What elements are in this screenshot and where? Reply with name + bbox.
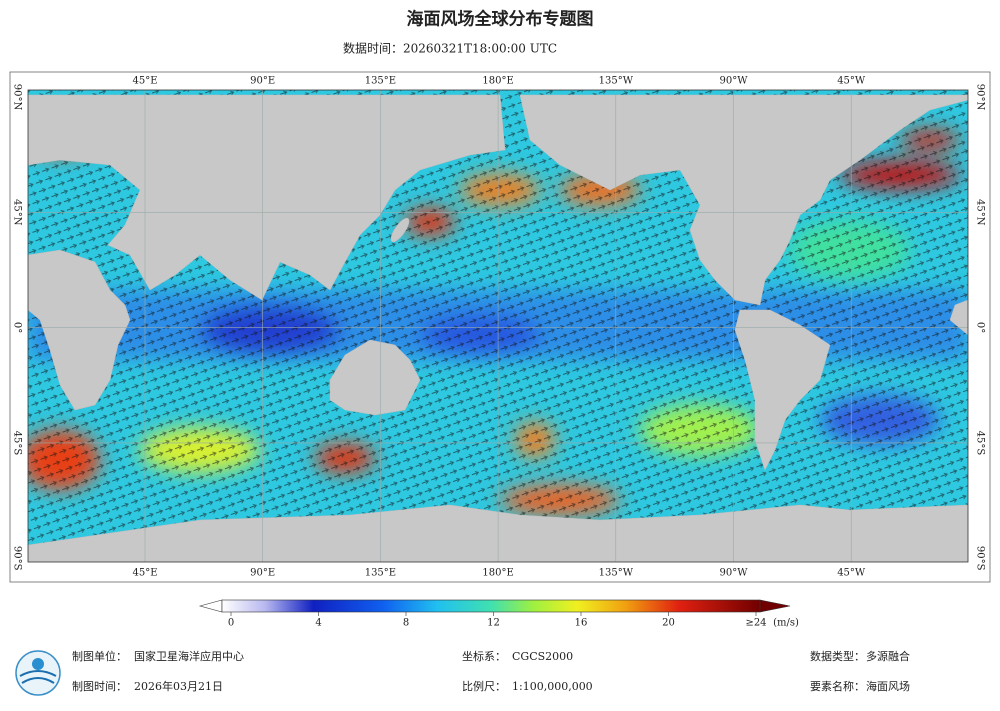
lon-label-top: 45°E bbox=[132, 76, 157, 87]
wind-field bbox=[28, 90, 968, 562]
lat-label-left: 90°S bbox=[12, 546, 23, 571]
map-outer-frame bbox=[9, 71, 991, 583]
graticule bbox=[28, 90, 968, 562]
lon-label-top: 90°W bbox=[719, 76, 748, 87]
title: 海面风场全球分布专题图 bbox=[407, 9, 594, 30]
footer-value: 1:100,000,000 bbox=[512, 680, 593, 693]
colorbar-tick-label: 12 bbox=[487, 618, 500, 629]
footer-value: 海面风场 bbox=[866, 679, 910, 693]
lat-label-left: 45°N bbox=[12, 199, 23, 226]
lat-label-right: 45°N bbox=[975, 199, 986, 226]
lon-label-bottom: 45°W bbox=[837, 568, 866, 579]
lon-label-bottom: 45°E bbox=[132, 568, 157, 579]
footer-label: 数据类型： bbox=[810, 649, 865, 663]
colorbar-tick-label: 16 bbox=[575, 618, 588, 629]
lon-label-top: 45°W bbox=[837, 76, 866, 87]
logo bbox=[15, 650, 61, 696]
map-frame bbox=[27, 89, 969, 563]
lon-label-bottom: 90°E bbox=[250, 568, 275, 579]
lat-label-right: 45°S bbox=[975, 431, 986, 456]
lat-label-right: 90°S bbox=[975, 546, 986, 571]
lon-label-top: 90°E bbox=[250, 76, 275, 87]
colorbar-tick-label: 8 bbox=[403, 618, 409, 629]
footer-value: 多源融合 bbox=[866, 649, 910, 663]
footer-label: 要素名称： bbox=[810, 679, 865, 693]
footer-label: 制图单位： bbox=[72, 649, 127, 663]
lon-label-bottom: 180°E bbox=[482, 568, 513, 579]
footer: 制图单位： 国家卫星海洋应用中心 坐标系： CGCS2000 数据类型： 多源融合制图时间… bbox=[72, 649, 910, 693]
lat-label-right: 90°N bbox=[975, 84, 986, 111]
lon-label-bottom: 135°W bbox=[599, 568, 634, 579]
colorbar-tick-label: 4 bbox=[315, 618, 321, 629]
footer-label: 比例尺： bbox=[462, 679, 506, 693]
lon-label-bottom: 135°E bbox=[365, 568, 396, 579]
lon-label-top: 180°E bbox=[482, 76, 513, 87]
footer-value: 国家卫星海洋应用中心 bbox=[134, 649, 244, 663]
colorbar-tick-label: 20 bbox=[662, 618, 675, 629]
lat-label-left: 45°S bbox=[12, 431, 23, 456]
subtitle: 数据时间：20260321T18:00:00 UTC bbox=[343, 41, 557, 56]
lon-label-top: 135°E bbox=[365, 76, 396, 87]
lon-label-bottom: 90°W bbox=[719, 568, 748, 579]
colorbar-low-arrow bbox=[198, 599, 223, 613]
lat-label-left: 0° bbox=[12, 322, 23, 333]
colorbar-tick-label: 0 bbox=[228, 618, 234, 629]
footer-value: CGCS2000 bbox=[512, 650, 573, 663]
footer-value: 2026年03月21日 bbox=[134, 679, 223, 693]
colorbar-tick-label: ≥24 bbox=[745, 618, 766, 629]
colorbar bbox=[221, 599, 761, 613]
colorbar-unit: (m/s) bbox=[773, 618, 799, 629]
footer-label: 制图时间： bbox=[72, 680, 127, 693]
colorbar-high-arrow bbox=[759, 599, 791, 613]
lat-label-left: 90°N bbox=[12, 84, 23, 111]
lat-label-right: 0° bbox=[975, 322, 986, 333]
footer-label: 坐标系： bbox=[462, 649, 506, 663]
lon-label-top: 135°W bbox=[599, 76, 634, 87]
